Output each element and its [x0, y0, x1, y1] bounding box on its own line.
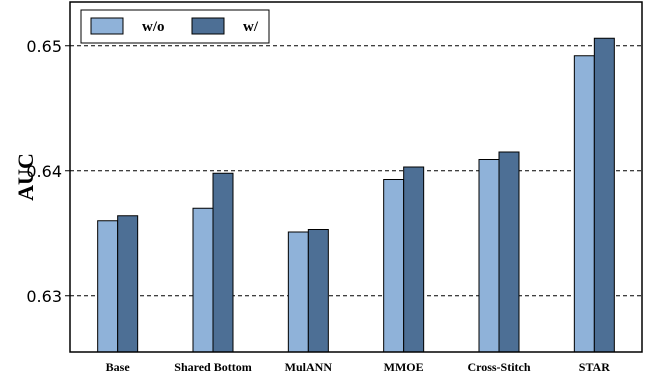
- bars: [97, 37, 615, 353]
- legend-swatch-wo: [90, 17, 124, 35]
- x-tick-label: Base: [106, 360, 131, 374]
- bar-wo-cross-stitch: [478, 159, 500, 353]
- x-tick-label: STAR: [579, 360, 610, 374]
- y-tick-label: 0.65: [26, 37, 62, 56]
- bar-w-mmoe: [403, 166, 425, 353]
- legend-swatch-w: [191, 17, 225, 35]
- x-tick-label: Shared Bottom: [174, 360, 251, 374]
- bar-w-star: [593, 37, 615, 353]
- x-tick-label: Cross-Stitch: [467, 360, 530, 374]
- y-tick-label: 0.64: [26, 162, 62, 181]
- bar-wo-mulann: [287, 231, 309, 353]
- bar-w-shared-bottom: [212, 172, 234, 353]
- y-axis-label: AUC: [13, 153, 38, 201]
- bar-wo-base: [97, 220, 119, 353]
- x-tick-label: MMOE: [384, 360, 424, 374]
- bar-w-base: [117, 215, 139, 353]
- legend-label-wo: w/o: [142, 19, 165, 35]
- x-tick-label: MulANN: [285, 360, 333, 374]
- legend-label-w: w/: [243, 19, 259, 35]
- bar-wo-shared-bottom: [192, 207, 214, 353]
- legend: w/o w/: [80, 9, 270, 44]
- x-axis-ticks: Base Shared Bottom MulANN MMOE Cross-Stitch S…: [106, 360, 611, 374]
- y-tick-label: 0.63: [26, 287, 62, 306]
- bar-wo-star: [573, 55, 595, 353]
- y-axis-ticks: 0.63 0.64 0.65: [26, 37, 70, 306]
- bar-w-mulann: [307, 229, 329, 353]
- bar-w-cross-stitch: [498, 151, 520, 353]
- plot-frame: [69, 1, 643, 353]
- bar-wo-mmoe: [383, 179, 405, 353]
- grid-lines: [70, 45, 642, 297]
